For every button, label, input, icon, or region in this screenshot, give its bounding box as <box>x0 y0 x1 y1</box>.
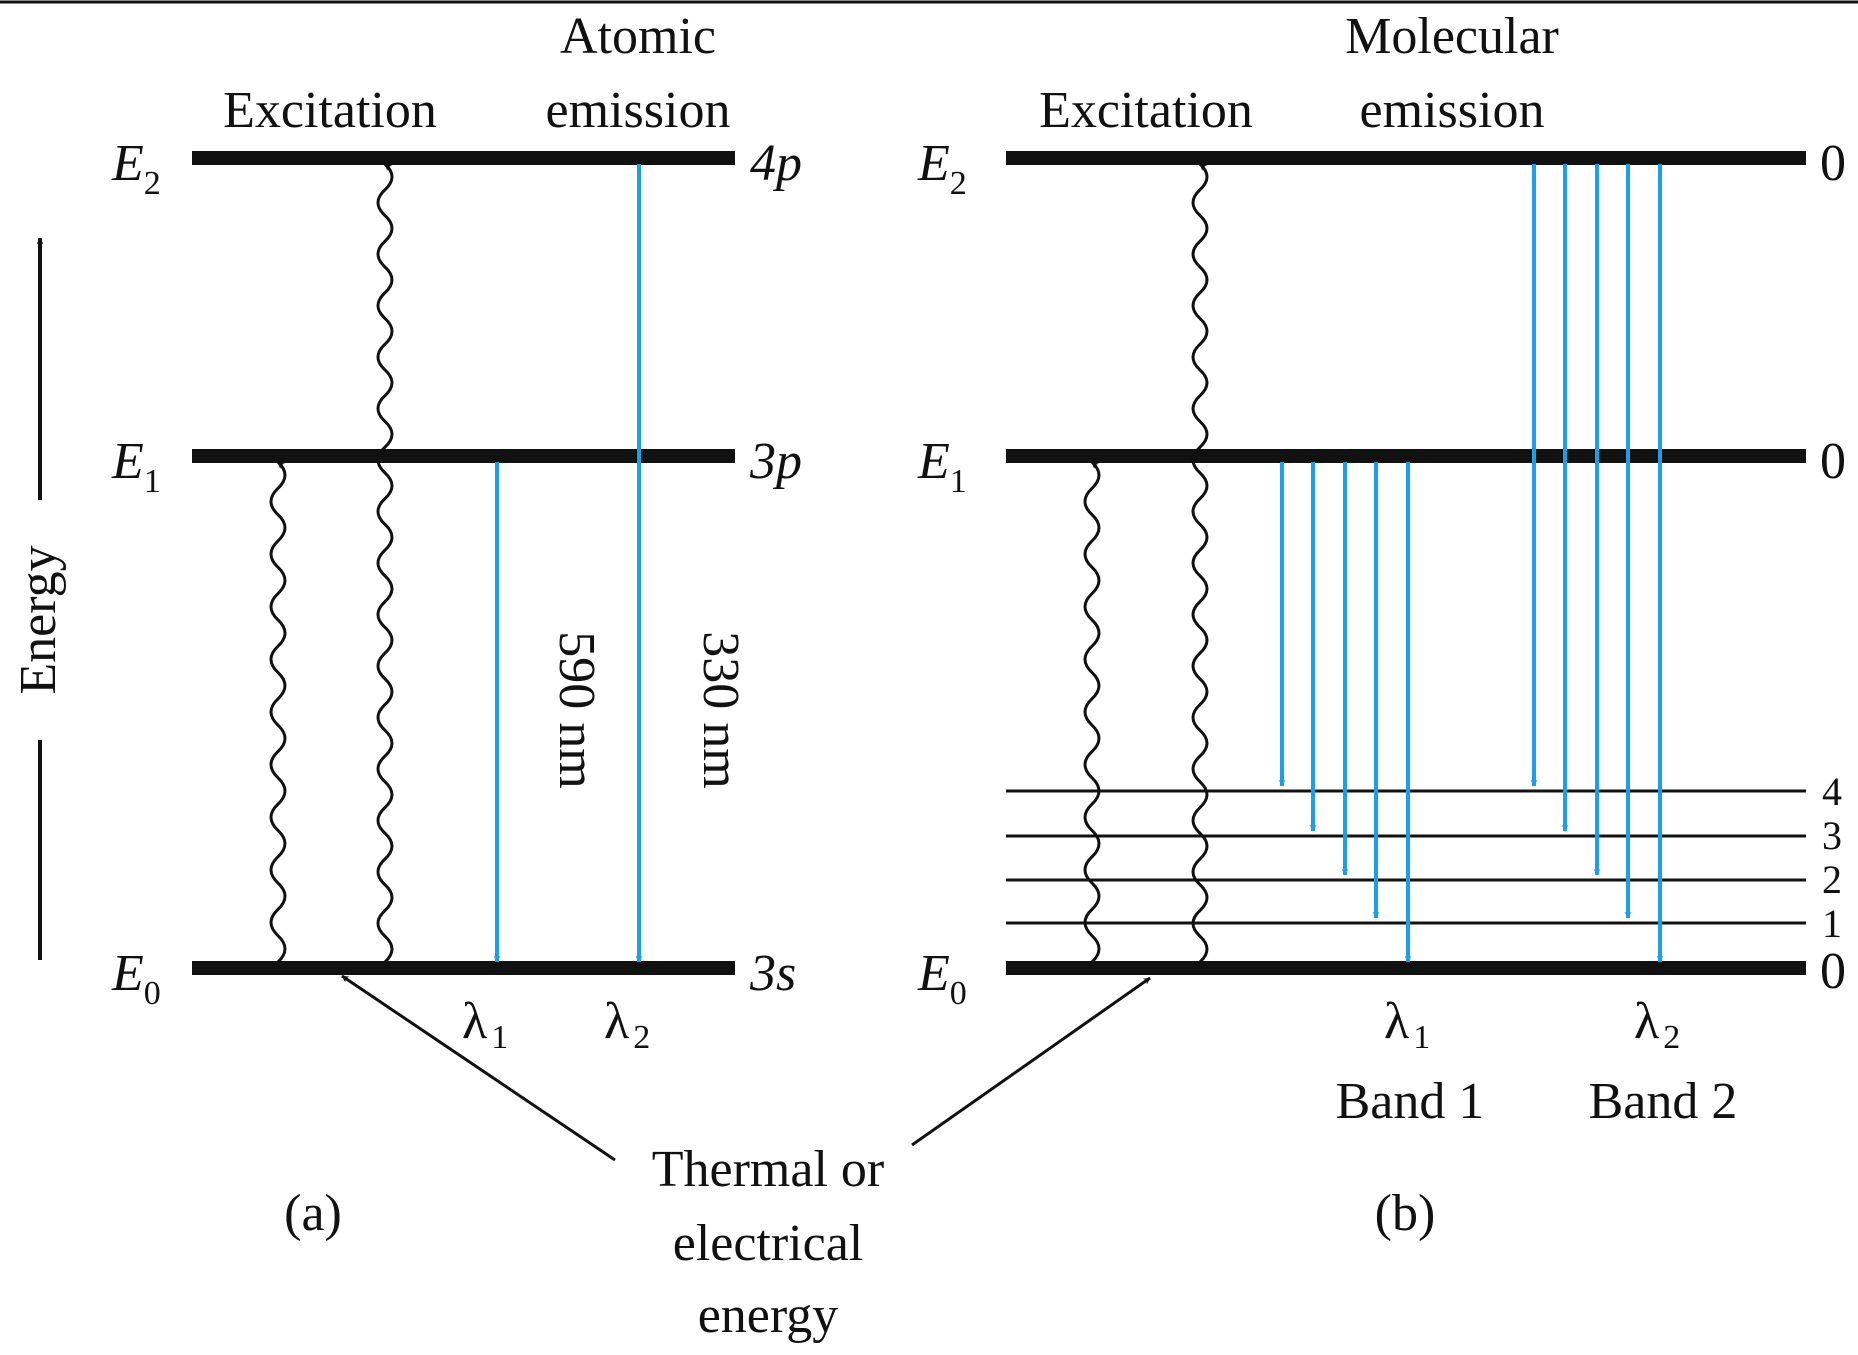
panel-a-e2-symbol: E <box>111 135 144 192</box>
panel-b-e2-symbol: E <box>917 135 950 192</box>
panel-b-vib-label-3: 3 <box>1822 813 1842 858</box>
panel-a-emission-label-line2: emission <box>546 82 731 139</box>
panel-b-vib-label-1: 1 <box>1822 901 1842 946</box>
panel-a-wavelength-330-label: 330 nm <box>692 631 749 788</box>
energy-axis: Energy <box>10 237 67 960</box>
source-label-line2: electrical <box>673 1215 864 1272</box>
panel-a-e1-symbol: E <box>111 433 144 490</box>
panel-b-lambda1-subscript: 1 <box>1413 1019 1430 1056</box>
source-arrow-panel-a <box>341 974 616 1162</box>
panel-a-lambda1-subscript: 1 <box>491 1019 508 1056</box>
panel-b-e1-label: E1 <box>917 433 967 500</box>
panel-a-e2-label: E2 <box>111 135 161 202</box>
band1-label: Band 1 <box>1336 1073 1485 1130</box>
panel-a-e1-label: E1 <box>111 433 161 500</box>
panel-b-caption: (b) <box>1375 1185 1436 1242</box>
panel-b-vib-label-4: 4 <box>1822 769 1842 814</box>
panel-a-e1-subscript: 1 <box>144 463 161 500</box>
source-arrow-panel-b <box>911 976 1151 1147</box>
source-label-line1: Thermal or <box>652 1141 884 1198</box>
panel-b-e0-symbol: E <box>917 945 950 1002</box>
panel-b: Excitation Molecular emission E2 E1 E0 0… <box>917 8 1846 1242</box>
panel-b-e1-vib-label: 0 <box>1820 433 1846 490</box>
panel-a-wavelength-590-label: 590 nm <box>548 631 605 788</box>
panel-a-e2-subscript: 2 <box>144 165 161 202</box>
panel-a-state-3p: 3p <box>749 433 802 490</box>
panel-b-e0-label: E0 <box>917 945 967 1012</box>
panel-a-e0-label: E0 <box>111 945 161 1012</box>
panel-b-e0-subscript: 0 <box>950 975 967 1012</box>
panel-a-e0-symbol: E <box>111 945 144 1002</box>
panel-b-e1-symbol: E <box>917 433 950 490</box>
panel-b-emission-label-line2: emission <box>1360 82 1545 139</box>
source-label-line3: energy <box>698 1287 839 1344</box>
panel-a-e0-subscript: 0 <box>144 975 161 1012</box>
panel-a-lambda1-symbol: λ <box>462 993 487 1050</box>
panel-b-lambda2-subscript: 2 <box>1663 1019 1680 1056</box>
panel-b-e2-label: E2 <box>917 135 967 202</box>
panel-b-excitation-arrow-e2 <box>1191 162 1209 964</box>
panel-b-emission-label-line1: Molecular <box>1345 8 1559 65</box>
panel-a-caption: (a) <box>284 1185 342 1242</box>
panel-a-state-4p: 4p <box>750 135 802 192</box>
panel-b-excitation-arrow-e1 <box>1083 460 1101 964</box>
panel-a: Excitation Atomic emission E2 E1 E0 4p 3… <box>111 8 802 1242</box>
panel-a-lambda2-symbol: λ <box>604 993 629 1050</box>
panel-b-lambda1-symbol: λ <box>1384 993 1409 1050</box>
panel-b-e0-vib-label: 0 <box>1820 943 1846 1000</box>
panel-a-lambda2-subscript: 2 <box>633 1019 650 1056</box>
band2-label: Band 2 <box>1589 1073 1738 1130</box>
panel-b-vib-label-2: 2 <box>1822 857 1842 902</box>
panel-b-lambda2-symbol: λ <box>1634 993 1659 1050</box>
panel-b-e2-vib-label: 0 <box>1820 135 1846 192</box>
panel-b-e1-subscript: 1 <box>950 463 967 500</box>
panel-a-state-3s: 3s <box>749 945 796 1002</box>
panel-b-excitation-label: Excitation <box>1039 82 1253 139</box>
panel-a-excitation-arrow-e2 <box>376 162 394 964</box>
panel-a-excitation-label: Excitation <box>223 82 437 139</box>
energy-axis-label: Energy <box>10 545 67 694</box>
panel-a-emission-label-line1: Atomic <box>560 8 716 65</box>
panel-b-e2-subscript: 2 <box>950 165 967 202</box>
energy-source: Thermal or electrical energy <box>341 974 1151 1344</box>
panel-a-excitation-arrow-e1 <box>269 460 287 964</box>
